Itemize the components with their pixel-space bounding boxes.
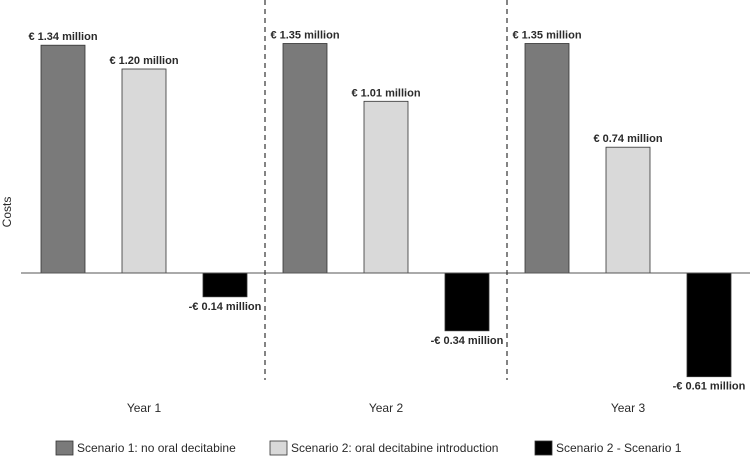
bar-year-2-series-1 bbox=[282, 43, 328, 274]
data-label: € 1.20 million bbox=[109, 55, 178, 67]
category-label: Year 1 bbox=[127, 401, 162, 415]
bar-year-1-series-3 bbox=[202, 272, 248, 298]
legend-label-series-1: Scenario 1: no oral decitabine bbox=[77, 441, 236, 455]
data-label: -€ 0.61 million bbox=[673, 381, 746, 393]
legend: Scenario 1: no oral decitabine Scenario 2… bbox=[55, 440, 682, 456]
bar-year-3-series-3 bbox=[686, 272, 732, 378]
legend-label-series-2: Scenario 2: oral decitabine introduction bbox=[291, 441, 498, 455]
bar-year-1-series-1 bbox=[40, 44, 86, 274]
bars-layer bbox=[40, 43, 732, 378]
data-label: -€ 0.34 million bbox=[431, 335, 504, 347]
data-label: -€ 0.14 million bbox=[189, 301, 262, 313]
data-label: € 1.35 million bbox=[512, 30, 581, 42]
legend-swatch-series-3 bbox=[534, 440, 553, 456]
data-label: € 1.01 million bbox=[351, 87, 420, 99]
bar-year-3-series-1 bbox=[524, 43, 570, 274]
legend-swatch-series-2 bbox=[269, 440, 288, 456]
data-labels: € 1.34 million € 1.20 million -€ 0.14 mill… bbox=[28, 30, 745, 393]
legend-label-series-3: Scenario 2 - Scenario 1 bbox=[556, 441, 682, 455]
bar-year-1-series-2 bbox=[121, 68, 167, 274]
group-separators bbox=[264, 0, 508, 380]
y-axis-label: Costs bbox=[0, 197, 14, 228]
bar-year-2-series-2 bbox=[363, 100, 409, 274]
legend-swatch-series-1 bbox=[55, 440, 74, 456]
bar-year-3-series-2 bbox=[605, 146, 651, 274]
category-label: Year 2 bbox=[369, 401, 404, 415]
data-label: € 0.74 million bbox=[593, 133, 662, 145]
data-label: € 1.35 million bbox=[270, 30, 339, 42]
category-labels: Year 1 Year 2 Year 3 bbox=[127, 401, 646, 415]
bar-year-2-series-3 bbox=[444, 272, 490, 332]
data-label: € 1.34 million bbox=[28, 31, 97, 43]
category-label: Year 3 bbox=[611, 401, 646, 415]
